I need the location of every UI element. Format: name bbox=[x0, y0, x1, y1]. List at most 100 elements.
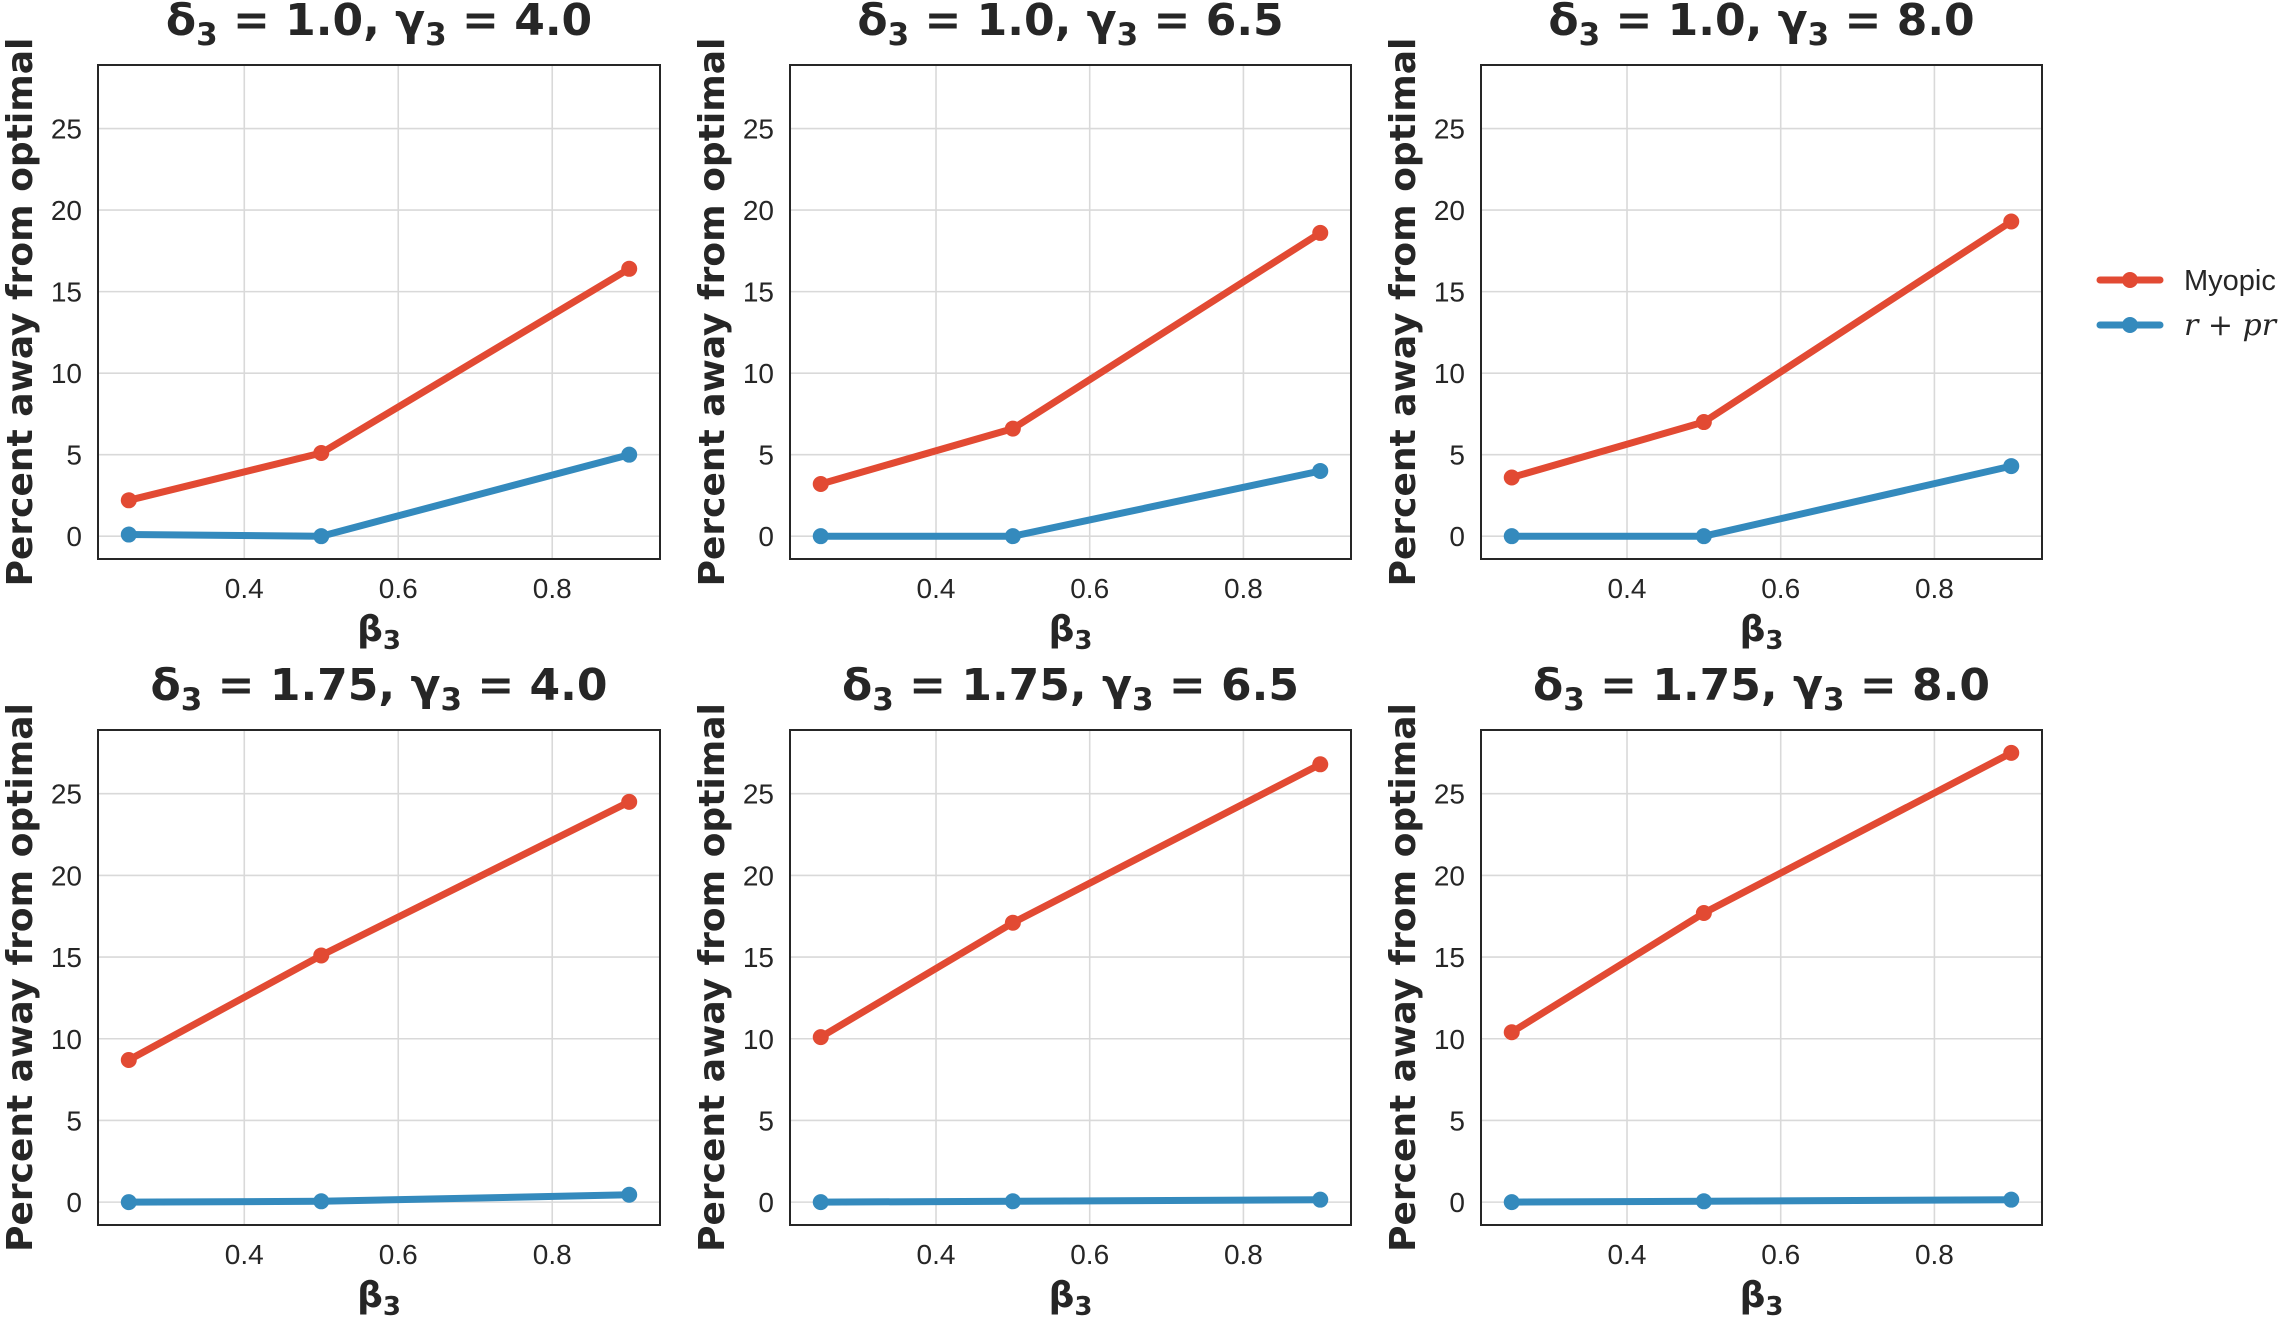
y-axis-label: Percent away from optimal bbox=[692, 703, 733, 1252]
legend-item-r-pr: r + pr bbox=[2096, 308, 2278, 343]
x-axis-label: β3 bbox=[1740, 609, 1784, 656]
series-line-r-pr bbox=[125, 1191, 633, 1206]
y-tick-label: 0 bbox=[66, 1187, 82, 1218]
y-tick-label: 15 bbox=[1434, 277, 1465, 308]
series-line-r-pr bbox=[125, 451, 633, 540]
x-axis-label: β3 bbox=[1049, 609, 1093, 656]
y-tick-label: 15 bbox=[1434, 942, 1465, 973]
y-tick-label: 15 bbox=[51, 942, 82, 973]
y-tick-label: 5 bbox=[758, 440, 774, 471]
data-point-myopic bbox=[2003, 213, 2020, 230]
data-point-myopic bbox=[1503, 469, 1520, 486]
series-line-r-pr bbox=[1508, 1196, 2015, 1206]
axes-frame bbox=[1480, 729, 2043, 1226]
y-axis-label: Percent away from optimal bbox=[1383, 38, 1424, 587]
data-point-myopic bbox=[812, 476, 829, 493]
x-tick-label: 0.8 bbox=[1224, 1239, 1263, 1270]
data-point-r-pr bbox=[812, 528, 829, 545]
subplot-3: 0.4 0.6 0.8 0 5 10 15 20 25 δ3 = 1.0, γ3 = 8.0 β3 P… bbox=[1383, 0, 2043, 656]
y-tick-label: 15 bbox=[51, 277, 82, 308]
y-axis-label: Percent away from optimal bbox=[1383, 703, 1424, 1252]
subplot-4: 0.4 0.6 0.8 0 5 10 15 20 25 δ3 = 1.75, γ3 = 4.0 β3… bbox=[0, 660, 661, 1318]
data-point-myopic bbox=[1695, 904, 1712, 921]
subplot-6: 0.4 0.6 0.8 0 5 10 15 20 25 δ3 = 1.75, γ3 = 8.0 β3… bbox=[1383, 660, 2043, 1318]
y-tick-label: 25 bbox=[743, 779, 774, 810]
y-tick-label: 25 bbox=[743, 114, 774, 145]
series-line-r-pr bbox=[817, 467, 1324, 540]
data-point-myopic bbox=[621, 260, 638, 277]
x-tick-label: 0.6 bbox=[1070, 573, 1109, 604]
subplot-title: δ3 = 1.0, γ3 = 6.5 bbox=[857, 0, 1283, 53]
x-tick-label: 0.4 bbox=[1608, 1239, 1647, 1270]
x-tick-label: 0.4 bbox=[917, 1239, 956, 1270]
y-tick-label: 0 bbox=[1449, 521, 1465, 552]
series-line-myopic bbox=[125, 265, 633, 504]
y-tick-label: 0 bbox=[758, 521, 774, 552]
subplot-title: δ3 = 1.75, γ3 = 4.0 bbox=[151, 660, 608, 718]
x-tick-label: 0.4 bbox=[917, 573, 956, 604]
data-point-myopic bbox=[313, 947, 330, 964]
y-tick-label: 20 bbox=[51, 860, 82, 891]
axes-frame bbox=[1480, 64, 2043, 560]
axes-frame bbox=[789, 64, 1352, 560]
axes-frame bbox=[97, 729, 661, 1226]
x-tick-label: 0.6 bbox=[379, 1239, 418, 1270]
data-point-myopic bbox=[120, 1052, 137, 1068]
y-tick-label: 5 bbox=[66, 440, 82, 471]
data-point-r-pr bbox=[1503, 528, 1520, 545]
data-point-myopic bbox=[1004, 420, 1021, 437]
y-tick-label: 20 bbox=[743, 195, 774, 226]
y-tick-label: 10 bbox=[743, 358, 774, 389]
y-tick-label: 10 bbox=[1434, 1024, 1465, 1055]
data-point-r-pr bbox=[1312, 462, 1329, 479]
data-point-r-pr bbox=[120, 526, 137, 543]
x-tick-label: 0.6 bbox=[1761, 573, 1800, 604]
series-line-myopic bbox=[817, 760, 1324, 1041]
y-tick-label: 10 bbox=[1434, 358, 1465, 389]
y-tick-label: 15 bbox=[743, 277, 774, 308]
x-tick-label: 0.6 bbox=[1070, 1239, 1109, 1270]
subplot-title: δ3 = 1.0, γ3 = 4.0 bbox=[166, 0, 592, 53]
data-point-r-pr bbox=[1695, 1193, 1712, 1210]
data-point-r-pr bbox=[1503, 1194, 1520, 1211]
data-point-r-pr bbox=[1695, 528, 1712, 545]
x-tick-label: 0.4 bbox=[225, 1239, 264, 1270]
y-tick-label: 10 bbox=[743, 1024, 774, 1055]
y-tick-label: 5 bbox=[1449, 440, 1465, 471]
data-point-myopic bbox=[1004, 914, 1021, 931]
data-point-r-pr bbox=[2003, 458, 2020, 475]
y-axis-label: Percent away from optimal bbox=[0, 703, 41, 1252]
data-point-myopic bbox=[2003, 744, 2020, 761]
series-line-myopic bbox=[817, 229, 1324, 488]
x-axis-label: β3 bbox=[357, 1275, 401, 1318]
data-point-r-pr bbox=[313, 528, 330, 545]
data-point-r-pr bbox=[812, 1194, 829, 1211]
y-tick-label: 20 bbox=[743, 860, 774, 891]
data-point-r-pr bbox=[621, 446, 638, 463]
legend: Myopic r + pr bbox=[2096, 265, 2278, 343]
data-point-r-pr bbox=[621, 1186, 638, 1203]
data-point-myopic bbox=[621, 793, 638, 810]
subplot-5: 0.4 0.6 0.8 0 5 10 15 20 25 δ3 = 1.75, γ3 = 6.5 β3… bbox=[692, 660, 1352, 1318]
data-point-myopic bbox=[313, 445, 330, 462]
series-line-r-pr bbox=[817, 1196, 1324, 1206]
y-tick-label: 5 bbox=[1449, 1105, 1465, 1136]
x-tick-label: 0.6 bbox=[1761, 1239, 1800, 1270]
data-point-myopic bbox=[1312, 224, 1329, 241]
y-tick-label: 0 bbox=[1449, 1187, 1465, 1218]
legend-swatch-marker bbox=[2122, 272, 2138, 288]
y-tick-label: 25 bbox=[1434, 114, 1465, 145]
x-tick-label: 0.8 bbox=[1224, 573, 1263, 604]
data-point-myopic bbox=[1312, 756, 1329, 773]
series-line-myopic bbox=[125, 798, 633, 1064]
x-tick-label: 0.6 bbox=[379, 573, 418, 604]
y-tick-label: 15 bbox=[743, 942, 774, 973]
subplot-grid: 0.4 0.6 0.8 0 5 10 15 20 25 δ3 = 1.0, γ3 = 4.0 β3 P… bbox=[0, 0, 2043, 1318]
series-line-myopic bbox=[1508, 749, 2015, 1036]
data-point-myopic bbox=[812, 1029, 829, 1046]
series-line-myopic bbox=[1508, 218, 2015, 481]
y-tick-label: 5 bbox=[66, 1105, 82, 1136]
y-tick-label: 20 bbox=[51, 195, 82, 226]
y-tick-label: 20 bbox=[1434, 195, 1465, 226]
data-point-r-pr bbox=[1004, 1193, 1021, 1210]
